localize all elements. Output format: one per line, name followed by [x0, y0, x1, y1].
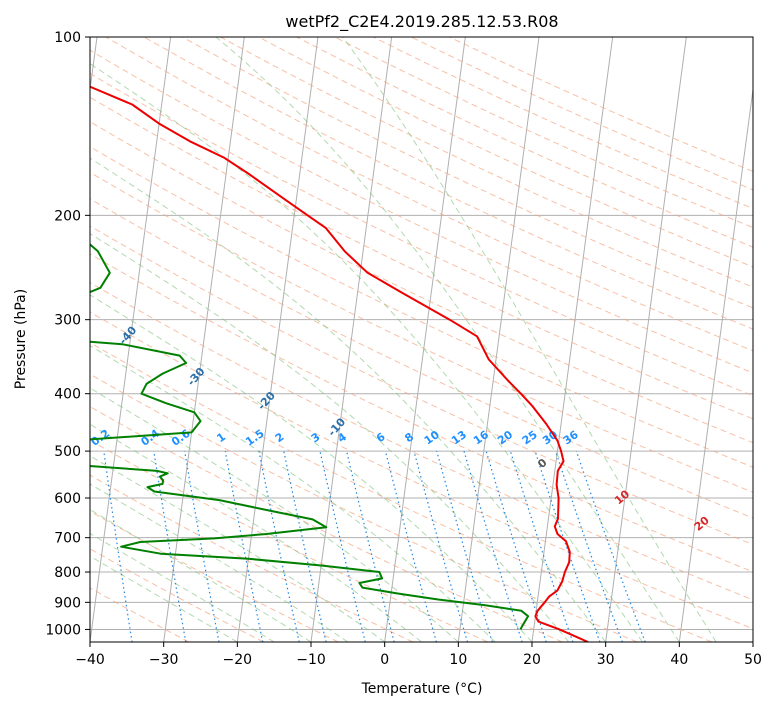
- moist-adiabat-line: [90, 63, 643, 642]
- dry-adiabat-line: [90, 121, 753, 444]
- isotherm-line: [605, 37, 687, 642]
- isotherm-line: [384, 37, 466, 642]
- y-tick-label: 200: [54, 208, 81, 224]
- isotherm-line: [457, 37, 540, 642]
- moist-adiabat-line: [90, 423, 422, 642]
- isotherm-line: [678, 85, 753, 642]
- moist-adiabat-line: [90, 509, 312, 642]
- mixing-ratio-line: [153, 451, 187, 642]
- dry-adiabat-line: [90, 510, 339, 642]
- y-tick-label: 600: [54, 491, 81, 507]
- dewpoint-profile-line: [90, 243, 530, 630]
- dry-adiabat-line: [90, 281, 753, 601]
- dry-adiabat-line: [90, 548, 264, 642]
- isotherm-line: [90, 37, 172, 642]
- profile-layer: [90, 85, 589, 642]
- mixing-ratio-line: [103, 451, 133, 642]
- dry-adiabat-line: [90, 373, 638, 642]
- mixing-ratio-line: [413, 450, 469, 642]
- mixing-ratio-line: [463, 450, 523, 642]
- dry-adiabat-line: [90, 171, 753, 493]
- y-tick-label: 500: [54, 444, 81, 460]
- dry-adiabat-line: [90, 198, 753, 519]
- moist-adiabat-line: [90, 483, 349, 642]
- dry-adiabat-line: [105, 37, 753, 352]
- x-tick-label: 30: [597, 652, 615, 668]
- temperature-profile-line: [90, 85, 589, 642]
- y-tick-label: 1000: [45, 622, 81, 638]
- y-axis-title: Pressure (hPa): [13, 289, 29, 389]
- moist-adiabat-line: [342, 37, 717, 642]
- mixing-ratio-line: [485, 450, 547, 642]
- dry-adiabat-line: [90, 311, 753, 630]
- x-tick-label: 40: [670, 652, 688, 668]
- x-tick-label: −30: [149, 652, 179, 668]
- y-tick-label: 400: [54, 387, 81, 403]
- moist-adiabat-line: [90, 455, 385, 642]
- moist-adiabat-line: [90, 344, 496, 642]
- x-tick-label: −40: [75, 652, 105, 668]
- y-tick-label: 800: [54, 565, 81, 581]
- x-tick-label: 0: [380, 652, 389, 668]
- moist-adiabat-line: [90, 233, 570, 642]
- moist-adiabat-line: [90, 294, 533, 642]
- moist-adiabat-line: [90, 157, 607, 642]
- y-tick-label: 900: [54, 595, 81, 611]
- thermodynamic-lines: [90, 37, 753, 642]
- dry-adiabat-line: [90, 253, 753, 573]
- isotherm-line: [236, 37, 319, 642]
- moist-adiabat-line: [215, 37, 680, 642]
- dry-adiabat-line: [90, 405, 563, 642]
- axis-ticks: −40 −30 −20 −10 0 10 20 30 40 50 100 200 300 400 500 60…: [45, 30, 762, 668]
- x-tick-label: 50: [744, 652, 762, 668]
- dry-adiabat-line: [90, 225, 753, 546]
- moist-adiabat-line: [90, 387, 459, 642]
- dry-adiabat-line: [220, 37, 753, 288]
- y-tick-label: 100: [54, 30, 81, 46]
- mixing-ratio-line: [384, 450, 437, 642]
- dry-adiabat-line: [90, 439, 488, 642]
- isotherm-line: [531, 37, 614, 642]
- y-tick-label: 300: [54, 313, 81, 329]
- x-tick-label: 10: [449, 652, 467, 668]
- x-tick-label: −20: [223, 652, 253, 668]
- mixing-ratio-line: [436, 450, 493, 642]
- chart-title: wetPf2_C2E4.2019.285.12.53.R08: [285, 12, 558, 32]
- x-tick-label: −10: [296, 652, 326, 668]
- x-axis-title: Temperature (°C): [361, 681, 483, 697]
- y-tick-label: 700: [54, 531, 81, 547]
- dry-adiabat-line: [90, 342, 712, 642]
- mixing-ratio-line: [184, 450, 220, 642]
- x-tick-label: 20: [523, 652, 541, 668]
- plot-frame: [89, 36, 754, 643]
